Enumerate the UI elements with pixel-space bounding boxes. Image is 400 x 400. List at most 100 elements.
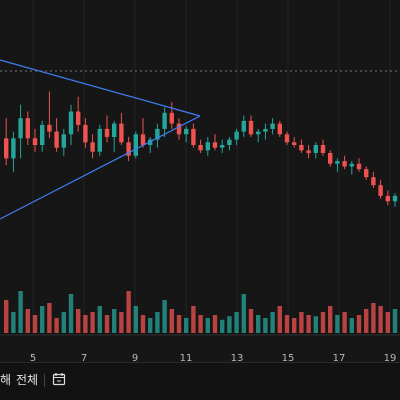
candle-body — [205, 142, 210, 151]
candle-body — [104, 128, 110, 137]
candle-body — [320, 145, 326, 153]
candle-body — [227, 139, 232, 145]
toolbar-divider — [44, 374, 45, 387]
volume-bar — [97, 306, 102, 333]
trendline-lower[interactable] — [0, 115, 201, 220]
candles — [4, 91, 398, 207]
volume-bar — [54, 318, 59, 333]
candle-body — [126, 142, 131, 156]
volume-bar — [277, 306, 282, 333]
candle-body — [176, 123, 182, 135]
candle-body — [241, 120, 246, 132]
candle-body — [97, 128, 102, 152]
volume-bar — [335, 315, 340, 333]
candle-body — [155, 128, 160, 140]
volume-bar — [191, 306, 196, 333]
volume-bar — [349, 318, 354, 333]
candle-body — [220, 145, 225, 148]
volume-bar — [198, 315, 203, 333]
candle-body — [234, 131, 239, 140]
range-year-button[interactable]: 해 — [0, 373, 12, 387]
candle-body — [162, 112, 167, 129]
volume-bars — [4, 291, 398, 333]
volume-bar — [263, 318, 268, 333]
volume-bar — [270, 312, 275, 333]
time-axis-label: 5 — [30, 353, 36, 362]
calendar-icon[interactable] — [52, 372, 66, 386]
candle-body — [270, 123, 275, 129]
volume-bar — [328, 306, 333, 333]
time-axis-label: 7 — [81, 353, 87, 362]
volume-bar — [119, 312, 124, 333]
grid — [32, 0, 391, 335]
candle-body — [40, 124, 45, 145]
volume-bar — [104, 315, 110, 333]
volume-bar — [25, 309, 30, 333]
time-axis-label: 17 — [333, 353, 346, 362]
volume-bar — [212, 315, 218, 333]
volume-bar — [385, 312, 390, 333]
volume-bar — [140, 315, 146, 333]
candle-body — [313, 145, 318, 153]
time-axis-label: 19 — [384, 353, 397, 362]
volume-bar — [61, 312, 66, 333]
candle-body — [140, 134, 146, 145]
volume-bar — [4, 300, 9, 333]
volume-bar — [392, 309, 398, 333]
candle-body — [184, 128, 189, 135]
candle-body — [133, 134, 138, 156]
volume-bar — [155, 312, 160, 333]
candle-body — [342, 161, 347, 167]
volume-bar — [169, 309, 174, 333]
volume-bar — [234, 312, 239, 333]
volume-bar — [313, 316, 318, 333]
range-all-button[interactable]: 전체 — [16, 373, 39, 387]
candle-body — [277, 123, 282, 135]
volume-bar — [68, 294, 74, 333]
price-chart[interactable]: 5 7 9 11 13 15 17 19 — [0, 0, 400, 362]
candle-body — [212, 142, 218, 148]
volume-bar — [371, 303, 376, 333]
chart-canvas: 5 7 9 11 13 15 17 19 — [0, 0, 400, 362]
candle-body — [54, 131, 59, 148]
candle-body — [198, 145, 203, 151]
time-axis-label: 15 — [282, 353, 295, 362]
candle-body — [256, 131, 261, 135]
time-axis-label: 9 — [132, 353, 138, 362]
candle-body — [11, 138, 16, 159]
volume-bar — [47, 303, 52, 333]
candle-body — [292, 142, 297, 145]
candle-body — [378, 185, 383, 196]
volume-bar — [133, 306, 138, 333]
candle-body — [356, 163, 362, 170]
volume-bar — [76, 309, 81, 333]
candle-body — [306, 150, 311, 154]
candle-body — [47, 124, 52, 132]
volume-bar — [83, 315, 88, 333]
volume-bar — [248, 309, 254, 333]
volume-bar — [176, 315, 182, 333]
volume-bar — [227, 316, 232, 333]
candle-body — [90, 142, 95, 152]
candle-body — [18, 118, 23, 139]
volume-bar — [205, 318, 210, 333]
volume-bar — [299, 312, 304, 333]
volume-bar — [342, 312, 347, 333]
volume-bar — [306, 315, 311, 333]
trendline-upper[interactable] — [0, 59, 201, 117]
candle-body — [385, 195, 390, 202]
candle-body — [328, 153, 333, 164]
volume-bar — [220, 319, 225, 333]
volume-bar — [40, 306, 45, 333]
volume-bar — [292, 318, 297, 333]
volume-bar — [184, 318, 189, 333]
candle-body — [364, 169, 369, 178]
candle-body — [119, 123, 124, 143]
volume-bar — [126, 291, 131, 333]
volume-bar — [356, 315, 362, 333]
candle-body — [61, 134, 66, 148]
time-axis-labels: 5 7 9 11 13 15 17 19 — [30, 353, 397, 362]
bottom-toolbar: 해 전체 — [0, 362, 400, 400]
candle-body — [392, 195, 398, 202]
volume-bar — [90, 312, 95, 333]
